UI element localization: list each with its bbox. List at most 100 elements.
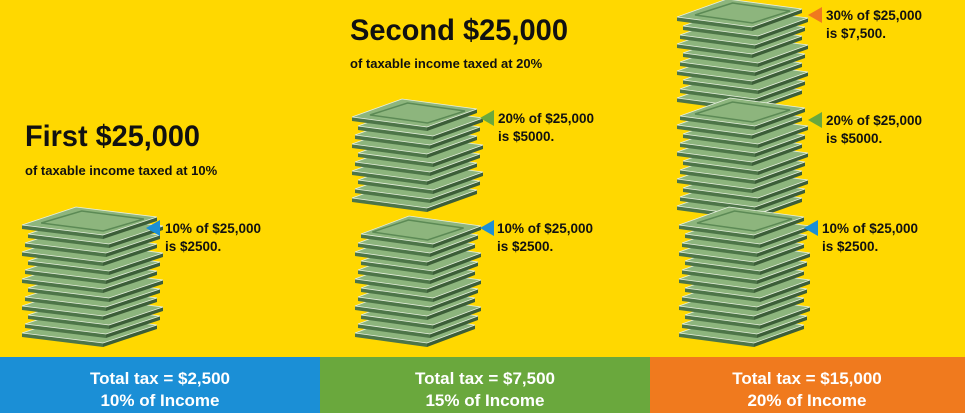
bill <box>758 72 808 94</box>
footer-percent: 10% of Income <box>100 391 219 410</box>
bill <box>758 45 808 67</box>
money-stack <box>351 98 484 212</box>
bill <box>430 235 478 257</box>
bill <box>355 252 427 266</box>
label-line: is $2500. <box>165 239 221 254</box>
money-stack <box>676 97 809 220</box>
bill <box>355 189 430 203</box>
bill <box>28 234 109 248</box>
bill-face <box>694 101 791 123</box>
footer-percent: 20% of Income <box>747 391 866 410</box>
bill <box>679 252 754 266</box>
bill <box>677 179 752 193</box>
bill <box>361 234 433 248</box>
bill <box>109 253 163 275</box>
bill <box>760 307 810 329</box>
bill <box>755 189 805 211</box>
bill <box>21 206 158 236</box>
bill <box>106 289 160 311</box>
bill <box>28 261 109 275</box>
bill <box>760 280 810 302</box>
money-stack <box>678 206 811 347</box>
bill <box>430 127 480 149</box>
bill <box>754 244 804 266</box>
bill <box>755 135 805 157</box>
bill <box>682 324 757 338</box>
bill <box>685 315 760 329</box>
footer-bar <box>650 357 965 413</box>
subheading: of taxable income taxed at 10% <box>25 163 218 178</box>
bill <box>106 316 160 338</box>
bill <box>683 161 758 175</box>
bill <box>103 217 157 239</box>
bill <box>427 163 477 185</box>
bill <box>755 108 805 130</box>
bill <box>106 235 160 257</box>
bill <box>358 126 433 140</box>
bill <box>430 181 480 203</box>
heading: First $25,000 <box>25 120 200 153</box>
label-line: 10% of $25,000 <box>822 221 918 236</box>
label-line: is $5000. <box>498 129 554 144</box>
bill <box>103 298 157 320</box>
bill <box>755 27 805 49</box>
arrow <box>808 112 822 128</box>
bill <box>758 153 808 175</box>
bill <box>103 244 157 266</box>
bill <box>680 62 755 76</box>
bill <box>355 162 430 176</box>
bill <box>355 306 427 320</box>
bill <box>109 226 163 248</box>
bill <box>352 198 427 212</box>
bill <box>433 145 483 167</box>
bill <box>430 154 480 176</box>
bill <box>355 333 427 347</box>
bill <box>760 226 810 248</box>
bill <box>22 252 103 266</box>
bill <box>28 288 109 302</box>
texts: First $25,000 of taxable income taxed at … <box>25 7 922 410</box>
bill <box>683 26 758 40</box>
stacks <box>21 0 811 347</box>
bill <box>679 279 754 293</box>
label-line: 20% of $25,000 <box>498 111 594 126</box>
bill <box>427 325 475 347</box>
arrow <box>808 7 822 23</box>
label-line: is $2500. <box>822 239 878 254</box>
label-line: 10% of $25,000 <box>165 221 261 236</box>
bill <box>680 35 755 49</box>
bill <box>352 144 427 158</box>
label-line: 30% of $25,000 <box>826 8 922 23</box>
arrow <box>146 220 160 236</box>
bill <box>683 188 758 202</box>
bill <box>683 53 758 67</box>
bill <box>103 325 157 347</box>
bill <box>758 18 808 40</box>
label-line: 20% of $25,000 <box>826 113 922 128</box>
bill <box>679 225 754 239</box>
bill <box>352 117 427 131</box>
bill <box>754 271 804 293</box>
money-stack <box>354 215 482 347</box>
bill <box>752 63 802 85</box>
bill <box>757 235 807 257</box>
bill <box>355 279 427 293</box>
bill <box>755 54 805 76</box>
bill <box>680 116 755 130</box>
bill <box>103 271 157 293</box>
bill <box>433 253 481 275</box>
bill <box>358 297 430 311</box>
bill <box>22 225 103 239</box>
bill <box>682 297 757 311</box>
bill <box>25 243 106 257</box>
bill-face <box>372 219 464 241</box>
bill <box>433 172 483 194</box>
bill <box>754 325 804 347</box>
arrow <box>480 220 494 236</box>
bill <box>682 270 757 284</box>
bill <box>25 270 106 284</box>
bill <box>758 180 808 202</box>
